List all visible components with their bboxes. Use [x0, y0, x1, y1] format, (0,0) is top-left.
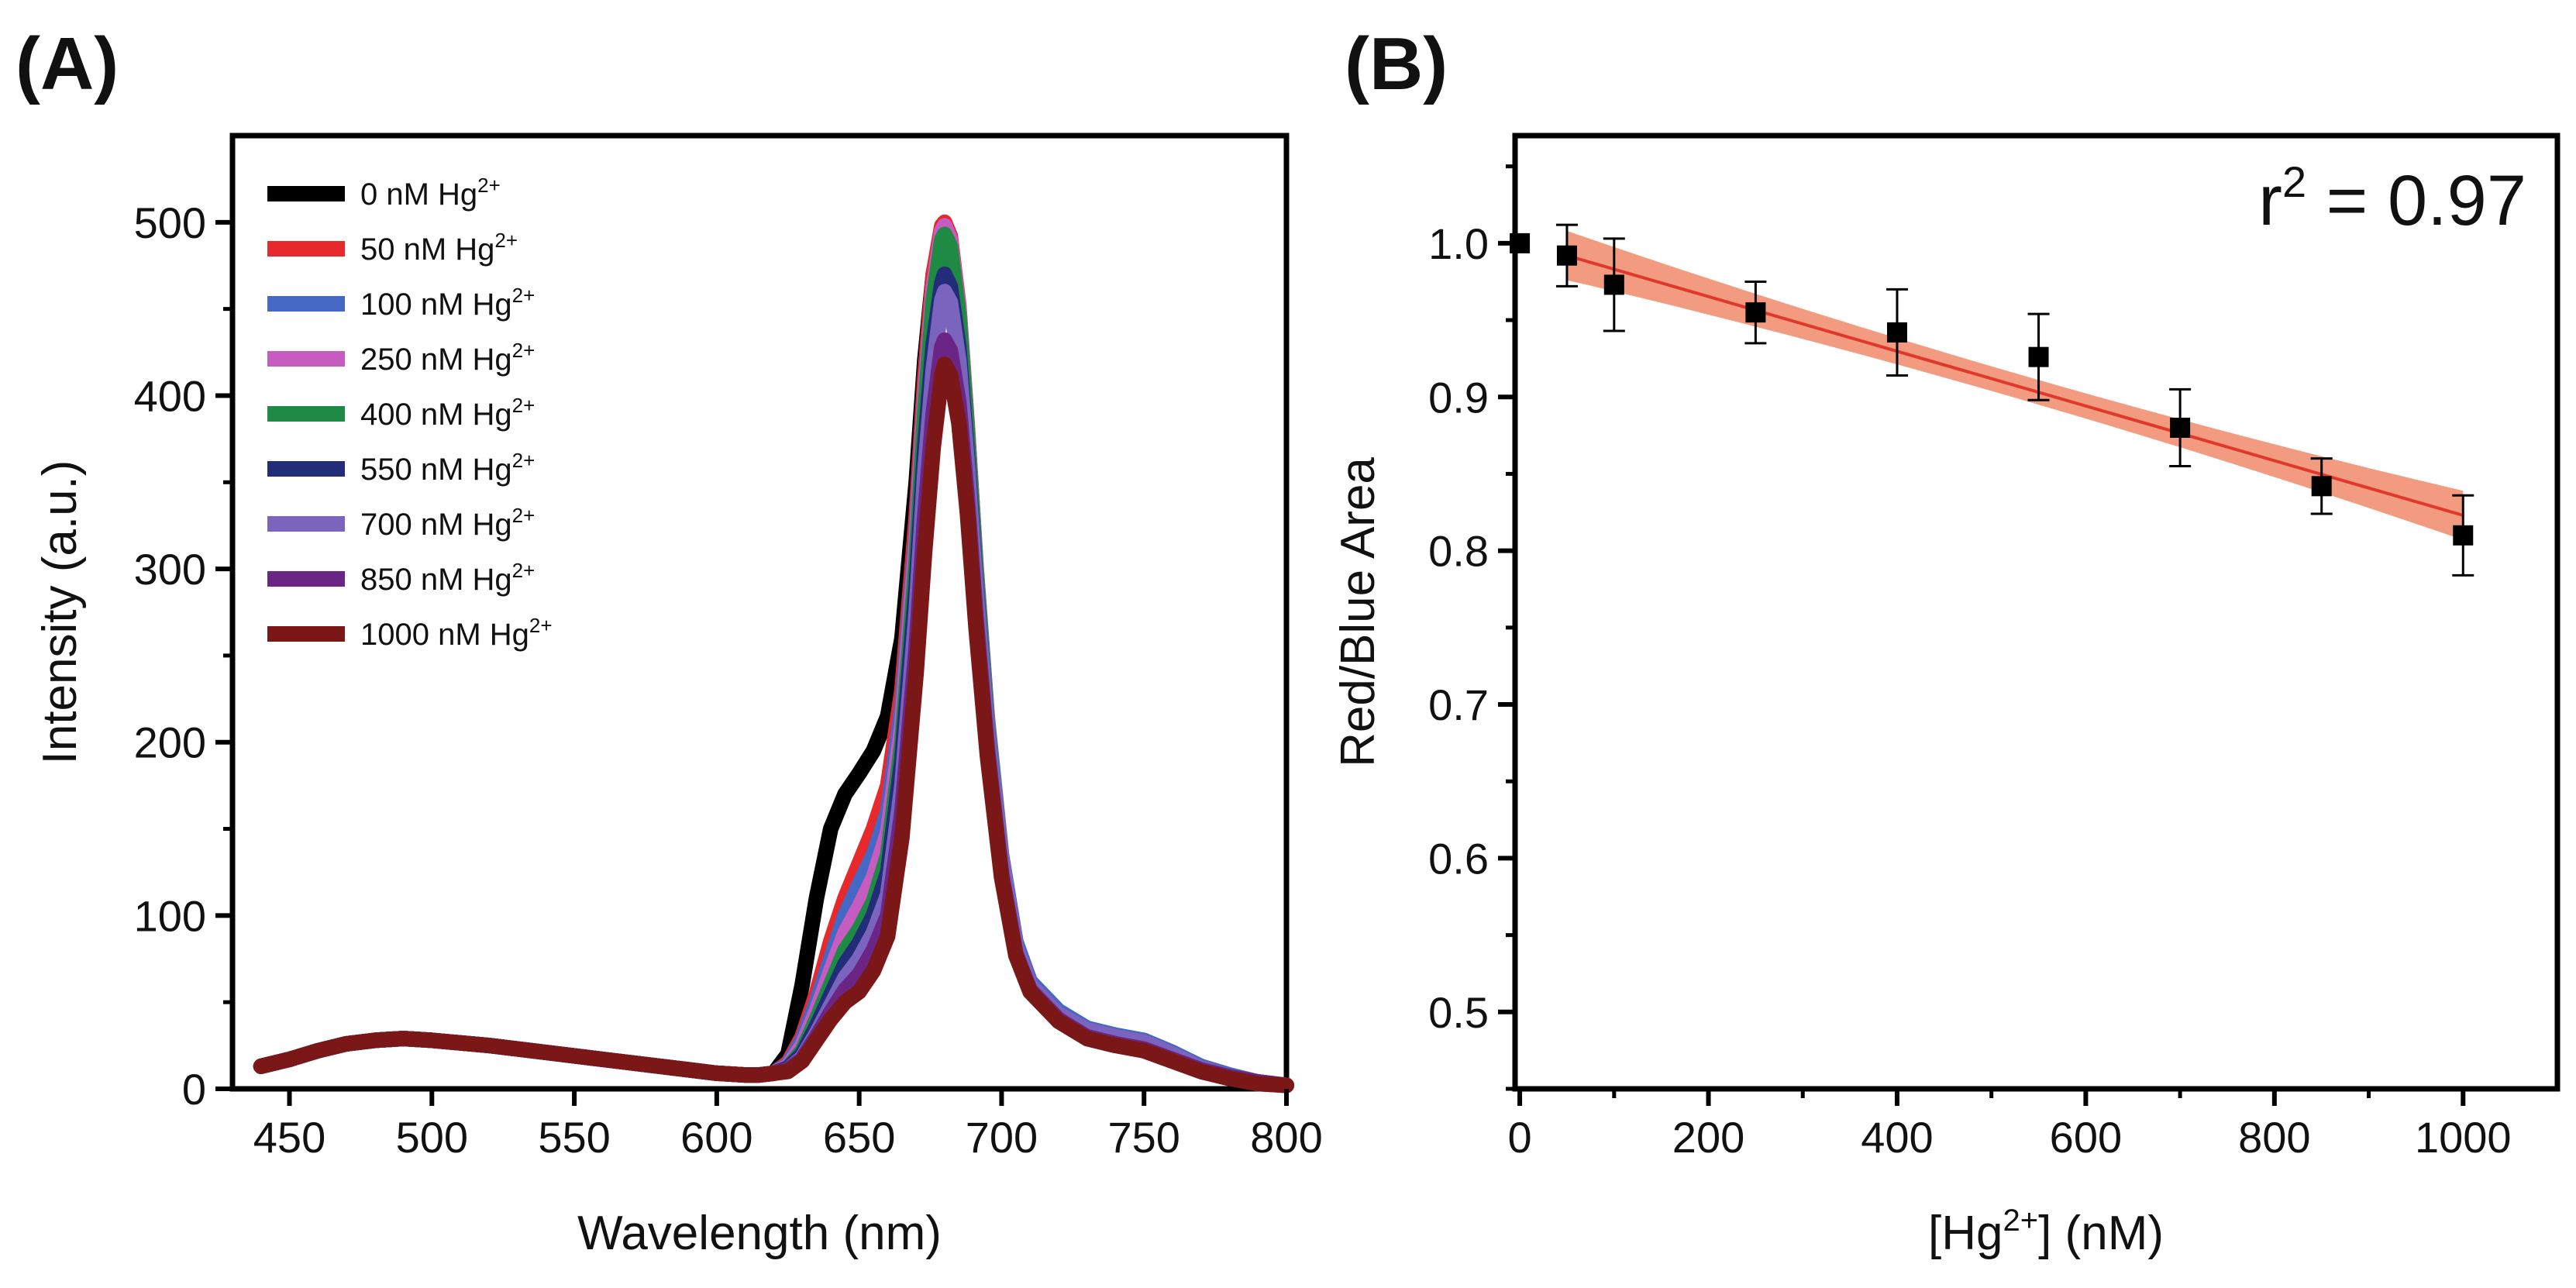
- panel-a-series-group: [253, 214, 1294, 1093]
- panel-b-fit-group: [1566, 253, 2464, 517]
- panel-a-legend: 0 nM Hg2+ 50 nM Hg2+ 100 nM Hg2+ 250 nM Hg2…: [267, 174, 553, 652]
- panel-b-chart: 0 200 400 600 800 1000 0.5 0.6 0.7 0.8 0.9 1.0 r2 …: [1331, 133, 2561, 1260]
- panel-a-x-axis-label: Wavelength (nm): [577, 1207, 942, 1260]
- panel-b-plot-frame: [1512, 133, 2561, 1092]
- x-tick-label: 600: [680, 1113, 752, 1162]
- y-tick-label: 300: [134, 545, 206, 594]
- data-point: [2170, 417, 2191, 438]
- x-tick-label: 800: [1250, 1113, 1322, 1162]
- legend-label-100: 100 nM Hg2+: [360, 284, 535, 322]
- y-tick-label: 0: [182, 1065, 206, 1114]
- panel-b-y-axis-label: Red/Blue Area: [1331, 457, 1385, 767]
- x-tick-label: 400: [1861, 1113, 1933, 1162]
- panel-a-chart: 450 500 550 600 650 700 750 800 0 100 200 300 400 50…: [33, 133, 1323, 1260]
- data-point: [1745, 302, 1766, 323]
- x-tick-label: 450: [253, 1113, 325, 1162]
- legend-label-50: 50 nM Hg2+: [360, 229, 518, 267]
- x-tick-label: 1000: [2415, 1113, 2512, 1162]
- x-tick-label: 500: [396, 1113, 468, 1162]
- x-tick-label: 800: [2238, 1113, 2310, 1162]
- panel-b-y-axis: 0.5 0.6 0.7 0.8 0.9 1.0: [1428, 164, 1515, 1091]
- y-tick-label: 1.0: [1428, 219, 1489, 268]
- y-tick-label: 400: [134, 371, 206, 420]
- data-point: [1556, 245, 1577, 266]
- legend-label-850: 850 nM Hg2+: [360, 559, 535, 597]
- x-tick-label: 600: [2050, 1113, 2122, 1162]
- x-tick-label: 0: [1508, 1113, 1532, 1162]
- data-point: [2311, 476, 2332, 497]
- x-tick-label: 650: [823, 1113, 895, 1162]
- legend-label-1000: 1000 nM Hg2+: [360, 614, 553, 652]
- panel-a-x-axis: 450 500 550 600 650 700 750 800: [253, 1089, 1323, 1162]
- x-tick-label: 200: [1672, 1113, 1744, 1162]
- series-line-550-nm: [253, 266, 1294, 1093]
- data-point: [2028, 346, 2049, 367]
- data-point: [1886, 322, 1907, 343]
- panel-a-plot-frame: [229, 133, 1290, 1092]
- legend-label-550: 550 nM Hg2+: [360, 449, 535, 487]
- y-tick-label: 100: [134, 891, 206, 940]
- fit-line: [1566, 253, 2464, 517]
- legend-label-700: 700 nM Hg2+: [360, 504, 535, 542]
- panel-a-y-axis: 0 100 200 300 400 500: [134, 198, 232, 1114]
- legend-label-0: 0 nM Hg2+: [360, 174, 501, 212]
- panel-b-x-axis: 0 200 400 600 800 1000: [1508, 1089, 2512, 1162]
- y-tick-label: 0.5: [1428, 988, 1489, 1037]
- x-tick-label: 750: [1107, 1113, 1180, 1162]
- panel-label-a: (A): [15, 22, 119, 105]
- legend-label-250: 250 nM Hg2+: [360, 339, 535, 377]
- y-tick-label: 0.7: [1428, 680, 1489, 729]
- y-tick-label: 0.9: [1428, 373, 1489, 422]
- series-line-1000-nm: [253, 356, 1294, 1093]
- data-point: [1603, 274, 1624, 295]
- panel-b-x-axis-label: [Hg2+] (nM): [1928, 1204, 2164, 1260]
- panel-b-r-squared-annotation: r2 = 0.97: [2258, 157, 2526, 240]
- y-tick-label: 200: [134, 718, 206, 767]
- x-tick-label: 700: [966, 1113, 1038, 1162]
- data-point: [2453, 525, 2474, 546]
- y-tick-label: 0.6: [1428, 834, 1489, 883]
- y-tick-label: 500: [134, 198, 206, 247]
- x-tick-label: 550: [538, 1113, 610, 1162]
- panel-a-y-axis-label: Intensity (a.u.): [33, 460, 87, 765]
- y-tick-label: 0.8: [1428, 527, 1489, 576]
- panel-label-b: (B): [1345, 22, 1448, 105]
- legend-label-400: 400 nM Hg2+: [360, 394, 535, 432]
